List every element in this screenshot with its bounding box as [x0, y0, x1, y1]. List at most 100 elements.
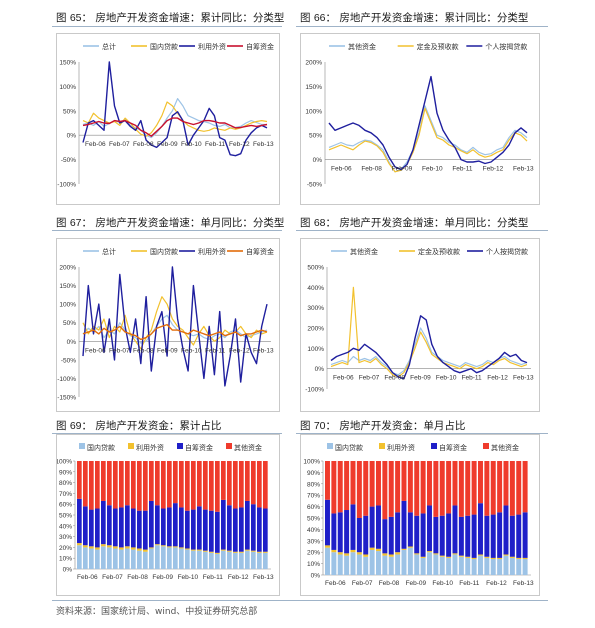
bar-segment	[516, 559, 522, 575]
legend-label: 利用外资	[198, 42, 226, 51]
bar-segment	[167, 507, 172, 547]
y-tick-label: -150%	[57, 395, 76, 402]
x-tick-label: Feb-06	[333, 375, 354, 382]
bar-segment	[325, 461, 330, 500]
x-tick-label: Feb-11	[462, 375, 482, 382]
x-tick-label: Feb-12	[483, 166, 504, 173]
bar-segment	[191, 509, 196, 550]
bar-segment	[484, 461, 490, 516]
y-tick-label: 150%	[59, 283, 76, 290]
legend-label: 其他资金	[348, 42, 376, 51]
legend-label: 利用外资	[136, 443, 164, 452]
y-tick-label: 80%	[307, 481, 320, 488]
bar-segment	[414, 461, 420, 516]
y-tick-label: 50%	[59, 513, 72, 520]
x-tick-label: Feb-10	[178, 574, 199, 581]
y-tick-label: 50%	[309, 133, 322, 140]
bar-segment	[439, 556, 445, 575]
bar-segment	[173, 547, 178, 569]
bar-segment	[458, 461, 464, 517]
bar-segment	[227, 550, 232, 552]
bar-segment	[137, 510, 142, 549]
bar-segment	[363, 461, 369, 516]
bar-segment	[458, 516, 464, 556]
x-tick-label: Feb-08	[127, 574, 148, 581]
bar-segment	[433, 553, 439, 555]
bar-segment	[388, 554, 394, 557]
y-tick-label: 0%	[315, 366, 325, 373]
x-tick-label: Feb-06	[77, 574, 98, 581]
figure-70-title: 图 70： 房地产开发资金：单月占比	[300, 420, 466, 432]
bar-segment	[337, 512, 343, 553]
bar-segment	[478, 554, 483, 556]
bar-segment	[125, 546, 130, 549]
chart-67-svg: 总计 国内贷款 利用外资 自筹资金 200% 150% 100% 50% 0% -50% -100%…	[57, 247, 274, 402]
bar-segment	[376, 461, 381, 506]
chart-69-panel: 国内贷款 利用外资 自筹资金 其他资金 100% 90% 80% 70% 60% 50% 40% 30…	[56, 434, 280, 596]
x-tick-label: Feb-13	[253, 574, 274, 581]
bar-segment	[77, 543, 82, 546]
y-tick-label: 50%	[63, 320, 76, 327]
x-tick-label: Feb-09	[157, 347, 178, 354]
legend-label: 其他资金	[491, 443, 519, 452]
bar-segment	[369, 549, 375, 575]
bar-segment	[257, 552, 262, 569]
legend-label: 自筹资金	[246, 247, 274, 256]
legend-label: 总计	[102, 247, 116, 256]
x-tick-label: Feb-08	[384, 375, 405, 382]
bar-segment	[137, 550, 142, 569]
bar-segment	[369, 506, 375, 548]
bar-segment	[179, 548, 184, 569]
x-tick-label: Feb-11	[203, 574, 223, 581]
series-line	[328, 107, 528, 173]
legend-label: 个人按揭贷款	[485, 42, 527, 51]
bar-segment	[490, 557, 496, 560]
bar-segment	[161, 546, 166, 569]
legend-label: 自筹资金	[439, 443, 467, 452]
bar-segment	[446, 556, 452, 558]
bar-segment	[101, 546, 106, 569]
bar-segment	[209, 551, 214, 553]
bar-segment	[363, 556, 369, 575]
bar-segment	[239, 552, 244, 569]
bar-segment	[197, 461, 202, 507]
bar-segment	[167, 461, 172, 508]
y-tick-label: 0%	[67, 133, 77, 140]
x-tick-label: Feb-11	[452, 166, 472, 173]
bar-segment	[143, 461, 148, 511]
bar-segment	[452, 461, 458, 506]
bar-segment	[131, 549, 136, 569]
bar-segment	[344, 461, 350, 511]
x-tick-label: Feb-07	[102, 574, 123, 581]
x-tick-label: Feb-08	[361, 166, 382, 173]
bar-segment	[382, 519, 388, 554]
bar-segment	[401, 500, 407, 549]
bar-segment	[369, 547, 375, 550]
bar-segment	[203, 461, 208, 510]
bar-segment	[185, 510, 190, 549]
bar-segment	[350, 549, 356, 553]
bar-segment	[407, 512, 413, 547]
y-tick-label: 0%	[63, 567, 73, 574]
bar-segment	[382, 461, 388, 520]
bar-segment	[522, 559, 528, 575]
legend-label: 利用外资	[198, 247, 226, 256]
bar-segment	[131, 508, 136, 548]
bar-segment	[233, 508, 238, 552]
bar-segment	[356, 554, 362, 575]
bar-segment	[516, 514, 522, 558]
bar-segment	[446, 461, 452, 514]
bar-segment	[356, 552, 362, 555]
bar-segment	[149, 461, 154, 501]
series-line	[330, 315, 528, 380]
y-tick-label: 90%	[307, 470, 320, 477]
bar-segment	[251, 461, 256, 505]
bar-segment	[197, 506, 202, 550]
bar-segment	[215, 553, 220, 569]
bar-segment	[89, 509, 94, 547]
legend-label: 国内贷款	[335, 443, 363, 452]
y-tick-label: 10%	[59, 556, 72, 563]
y-tick-label: 90%	[59, 469, 72, 476]
bar-segment	[215, 511, 220, 553]
x-tick-label: Feb-06	[325, 580, 346, 587]
